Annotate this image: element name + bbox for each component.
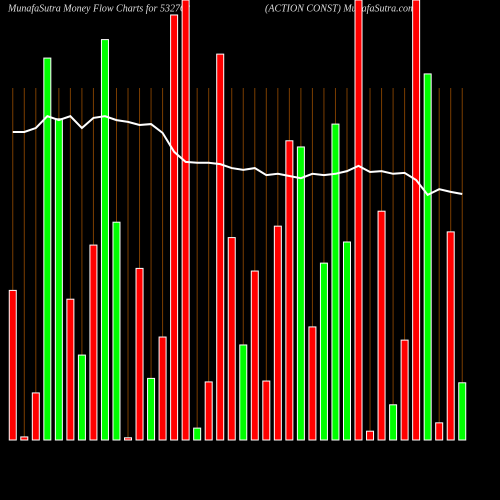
bar	[435, 422, 444, 441]
bar	[354, 0, 363, 441]
bar	[31, 392, 40, 441]
bar	[66, 298, 75, 441]
bar	[285, 140, 294, 441]
bar	[366, 430, 375, 441]
bar	[446, 231, 455, 441]
bar	[400, 339, 409, 441]
bar	[423, 73, 432, 441]
bar	[170, 14, 179, 441]
bar	[377, 210, 386, 441]
bar	[20, 436, 29, 441]
bar	[77, 354, 86, 441]
bar	[181, 0, 190, 441]
bar	[158, 336, 167, 441]
bar	[89, 244, 98, 441]
bar	[54, 118, 63, 441]
bar	[331, 123, 340, 441]
bar	[135, 267, 144, 441]
bar	[308, 326, 317, 441]
bar	[216, 53, 225, 441]
chart-subtitle: (ACTION CONST) MunafaSutra.com	[265, 3, 415, 14]
bar	[204, 381, 213, 441]
bar	[342, 241, 351, 441]
bar	[250, 270, 259, 441]
bar	[458, 382, 467, 441]
bar	[124, 437, 133, 441]
bar	[43, 57, 52, 441]
bar	[389, 404, 398, 441]
bar	[112, 221, 121, 441]
bar	[296, 146, 305, 441]
bar	[147, 377, 156, 441]
bar	[412, 0, 421, 441]
bar	[239, 344, 248, 441]
bar	[100, 39, 109, 441]
bar	[319, 262, 328, 441]
bar	[8, 289, 17, 441]
bar	[262, 380, 271, 441]
chart-title: MunafaSutra Money Flow Charts for 532762	[7, 3, 190, 14]
bar	[273, 225, 282, 441]
bar	[227, 237, 236, 441]
money-flow-line	[12, 115, 463, 197]
bar	[193, 427, 202, 441]
